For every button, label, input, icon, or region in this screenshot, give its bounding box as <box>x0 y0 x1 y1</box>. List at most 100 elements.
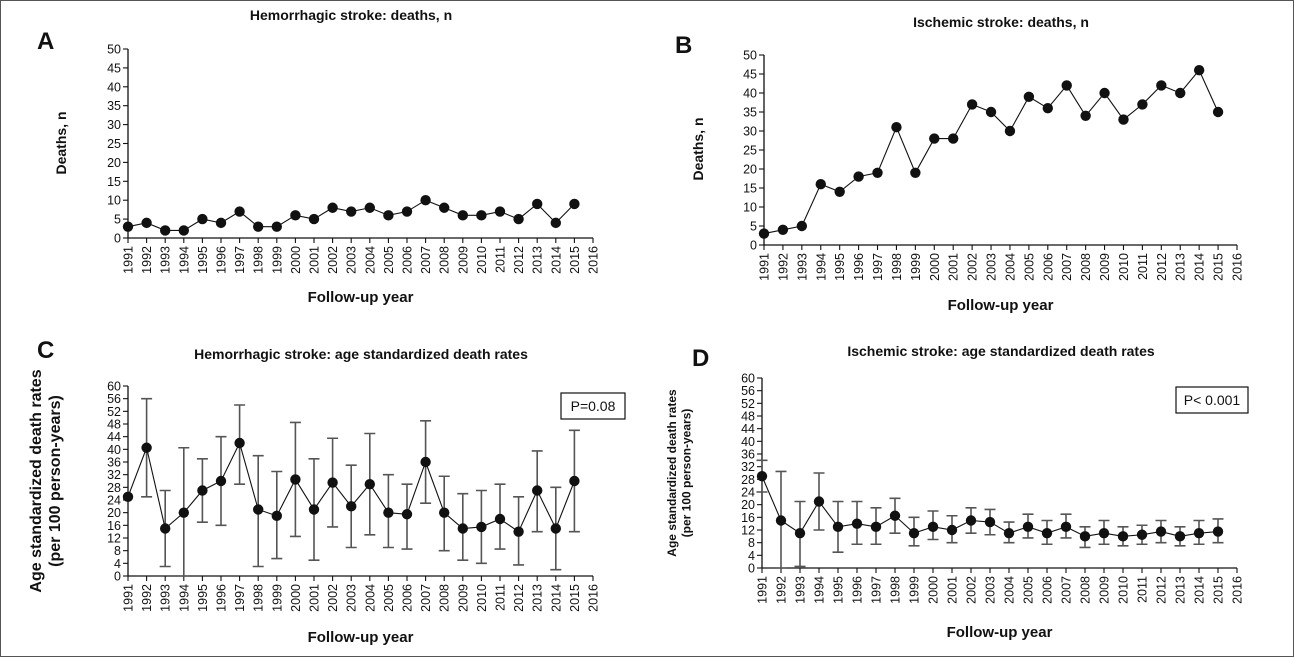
panel-d-y-tick-label: 44 <box>741 422 755 436</box>
panel-b-x-tick-label: 2007 <box>1060 253 1074 281</box>
panel-b-y-tick-label: 5 <box>750 220 757 234</box>
panel-d-x-tick-label: 2012 <box>1155 576 1169 604</box>
panel-d-data-point <box>1098 527 1110 539</box>
panel-d-data-point <box>756 470 768 482</box>
panel-a-x-tick-label: 1994 <box>177 246 191 274</box>
panel-d-p-value-box <box>1175 386 1249 414</box>
panel-b-x-tick-label: 2000 <box>928 253 942 281</box>
panel-b-x-tick-label: 1998 <box>890 253 904 281</box>
panel-b-x-tick-label: 2011 <box>1136 253 1150 280</box>
panel-a-x-tick-label: 2003 <box>345 246 359 274</box>
panel-a-y-tick-label: 25 <box>107 137 121 151</box>
panel-d-y-tick-label: 56 <box>741 384 755 398</box>
panel-d-x-tick-label: 2011 <box>1136 576 1150 603</box>
panel-d-x-tick-label: 1994 <box>813 576 827 604</box>
panel-a-data-point <box>383 210 394 221</box>
panel-c-x-tick-label: 2008 <box>438 584 452 612</box>
panel-b-y-tick-label: 10 <box>743 201 757 215</box>
panel-c-y-tick-label: 32 <box>107 468 121 482</box>
panel-a-x-tick-label: 2016 <box>587 246 601 274</box>
panel-d-x-tick-label: 2002 <box>965 576 979 604</box>
panel-c-x-tick-label: 2011 <box>494 584 508 611</box>
panel-b-data-point <box>758 228 770 239</box>
panel-d-x-tick-label: 1993 <box>794 576 808 604</box>
panel-b-x-tick-label: 2015 <box>1212 253 1226 281</box>
panel-d-x-tick-label: 2007 <box>1060 576 1074 604</box>
panel-b-x-tick-label: 2003 <box>985 253 999 281</box>
panel-a-data-point <box>550 217 561 229</box>
panel-c-x-tick-label: 1991 <box>122 584 136 612</box>
panel-c-p-value-box <box>560 392 626 420</box>
panel-d-x-tick-label: 2010 <box>1117 576 1131 604</box>
panel-b-data-point <box>1193 65 1205 76</box>
panel-b-letter: B <box>675 32 692 59</box>
panel-b-data-point <box>796 220 808 232</box>
panel-a-data-point <box>122 221 134 232</box>
panel-b-x-tick-label: 2004 <box>1003 253 1017 281</box>
panel-a-data-point <box>346 206 357 217</box>
panel-c-x-tick-label: 1999 <box>270 584 284 612</box>
panel-b-x-tick-label: 1999 <box>909 253 923 281</box>
panel-a-y-tick-label: 50 <box>107 43 121 57</box>
panel-b-y-axis-label-line: Deaths, n <box>690 117 706 180</box>
panel-c-x-tick-label: 2004 <box>363 584 377 612</box>
panel-c-y-tick-label: 56 <box>107 392 121 406</box>
panel-b-data-point <box>948 133 959 144</box>
panel-a-x-tick-label: 2007 <box>419 246 433 274</box>
panel-c-data-point <box>290 474 301 485</box>
panel-c-x-tick-label: 2014 <box>549 584 563 612</box>
panel-c-data-point <box>439 507 450 518</box>
panel-d-x-tick-label: 2009 <box>1098 576 1112 604</box>
panel-d-x-tick-label: 2016 <box>1231 576 1245 604</box>
panel-c-y-tick-label: 24 <box>107 494 121 508</box>
panel-c-data-point <box>215 475 227 487</box>
panel-a-data-point <box>532 198 543 210</box>
panel-d-data-point <box>946 524 958 536</box>
panel-a-data-point <box>308 213 320 225</box>
panel-c-x-tick-label: 1992 <box>140 584 154 612</box>
panel-d-data-point <box>1117 531 1129 542</box>
panel-b-data-point <box>853 171 864 182</box>
panel-b-data-point <box>1212 106 1224 118</box>
panel-d-letter: D <box>692 345 709 372</box>
panel-d-y-tick-label: 60 <box>741 372 755 386</box>
panel-c: C Hemorrhagic stroke: age standardized de… <box>28 337 626 646</box>
panel-d-y-tick-label: 32 <box>741 460 755 474</box>
panel-c-data-point <box>383 507 394 518</box>
panel-b-data-point <box>777 224 789 235</box>
panel-a-y-tick-label: 45 <box>107 61 121 75</box>
panel-c-x-axis-label: Follow-up year <box>308 629 414 646</box>
panel-c-data-point <box>327 477 338 488</box>
panel-d-data-point <box>1193 527 1205 539</box>
panel-c-data-point <box>253 504 264 515</box>
panel-a-y-tick-label: 15 <box>107 175 121 189</box>
panel-d-x-tick-label: 2005 <box>1022 576 1036 604</box>
panel-d-x-tick-label: 1998 <box>889 576 903 604</box>
panel-c-x-tick-label: 2009 <box>456 584 470 612</box>
panel-d-x-tick-label: 2008 <box>1079 576 1093 604</box>
panel-c-letter: C <box>37 337 54 364</box>
panel-c-y-tick-label: 48 <box>107 418 121 432</box>
panel-b-x-axis-label: Follow-up year <box>948 297 1054 314</box>
panel-b-y-tick-label: 30 <box>743 125 757 139</box>
panel-d-x-tick-label: 1992 <box>775 576 789 604</box>
panel-c-data-point <box>569 475 580 487</box>
panel-d-y-tick-label: 40 <box>741 435 755 449</box>
panel-d-y-tick-label: 8 <box>748 536 755 550</box>
panel-a-x-tick-label: 1993 <box>159 246 173 274</box>
panel-c-x-tick-label: 1994 <box>177 584 191 612</box>
panel-c-y-tick-label: 12 <box>107 532 121 546</box>
panel-b-x-tick-label: 2005 <box>1022 253 1036 281</box>
panel-d-y-tick-label: 20 <box>741 498 755 512</box>
panel-b-x-tick-label: 1991 <box>758 253 772 281</box>
panel-d-data-point <box>984 516 996 528</box>
panel-c-x-tick-label: 2005 <box>382 584 396 612</box>
panel-d-x-tick-label: 2000 <box>927 576 941 604</box>
panel-b-data-point <box>1080 110 1091 122</box>
panel-d-y-tick-label: 28 <box>741 473 755 487</box>
panel-a-x-tick-label: 2009 <box>456 246 470 274</box>
panel-c-p-value: P=0.08 <box>571 398 616 414</box>
panel-c-data-point <box>420 456 431 468</box>
panel-c-x-tick-label: 2006 <box>401 584 415 612</box>
panel-c-x-tick-label: 2000 <box>289 584 303 612</box>
